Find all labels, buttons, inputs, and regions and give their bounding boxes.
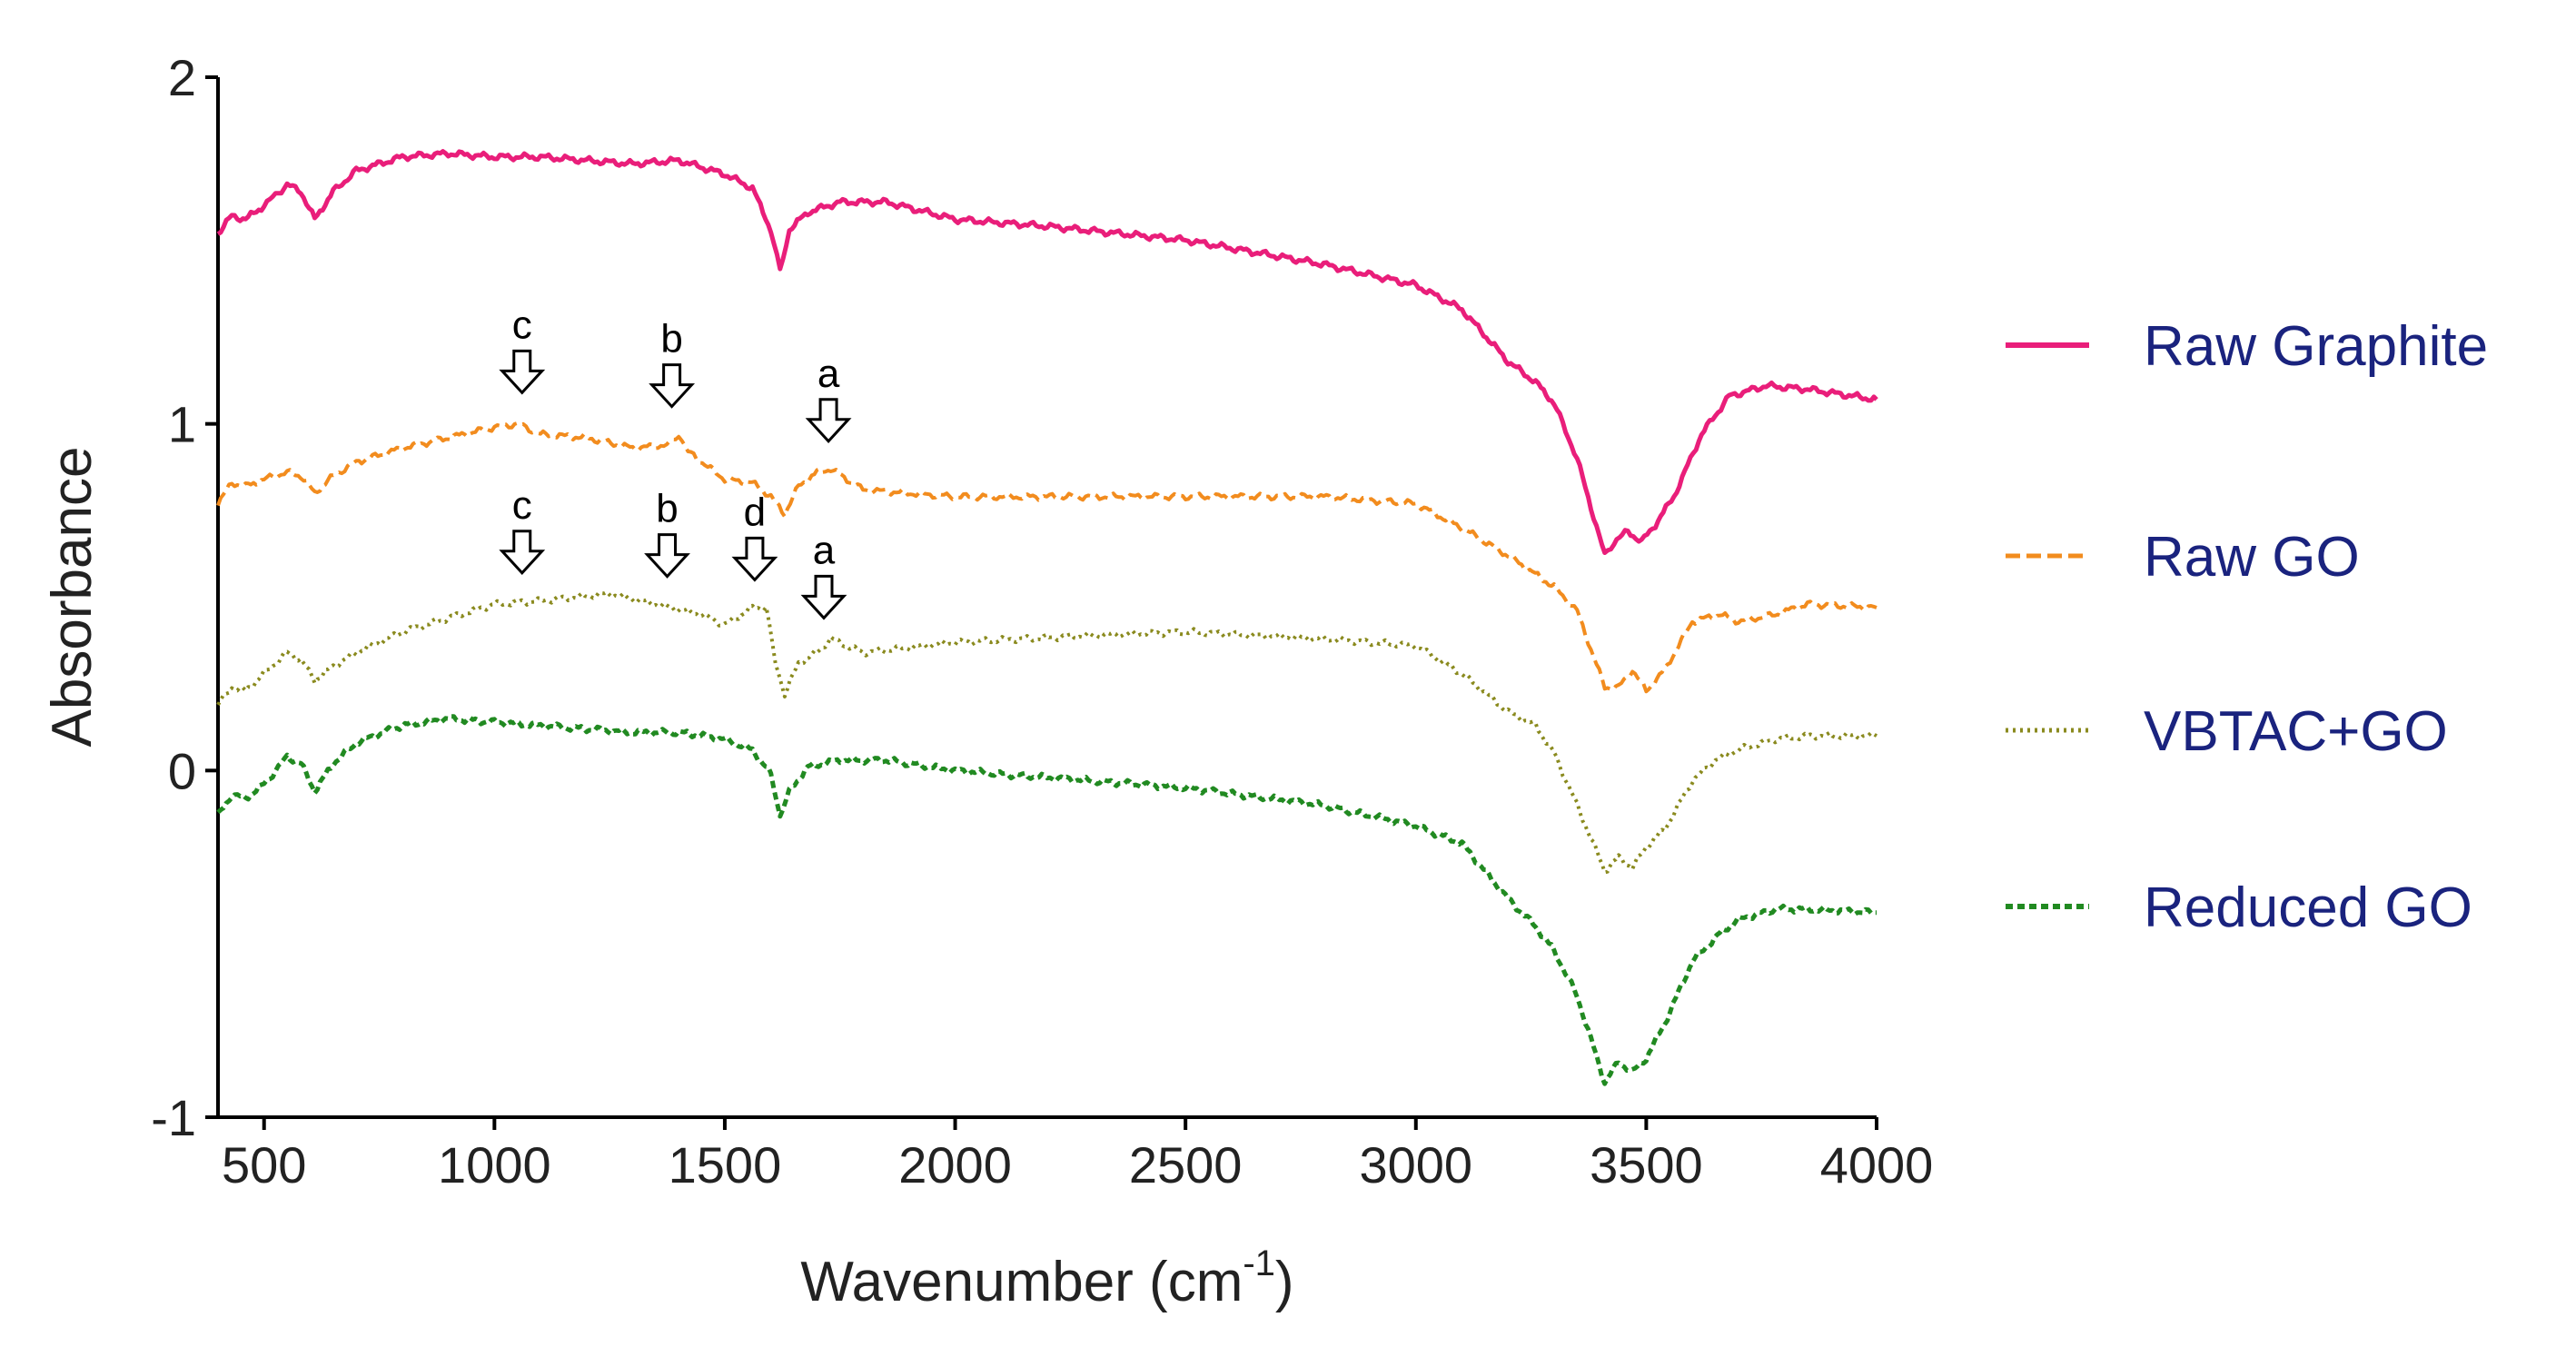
- x-tick-label: 1500: [669, 1136, 782, 1194]
- x-axis-title-suffix: ): [1275, 1251, 1294, 1313]
- x-tick-label: 4000: [1820, 1136, 1934, 1194]
- x-tick-label: 1000: [438, 1136, 551, 1194]
- annotation-arrow-icon: [731, 536, 778, 582]
- annotation-arrow-icon: [805, 398, 852, 443]
- annotation-label: b: [656, 487, 678, 531]
- y-tick-label: -1: [151, 1089, 196, 1146]
- ticks: 500 1000 1500 2000 2500 3000 3500 4000 -1 0 1 2: [151, 49, 1933, 1194]
- annotation-arrow-icon: [499, 349, 546, 395]
- annotation-label: c: [512, 302, 532, 347]
- y-axis-title: Absorbance: [41, 447, 104, 748]
- annotation-label: a: [817, 352, 840, 396]
- annotation-arrow-icon: [644, 533, 690, 579]
- annotation-arrow-icon: [800, 574, 847, 620]
- y-tick-label: 0: [168, 742, 196, 799]
- legend-label: Reduced GO: [2144, 877, 2472, 939]
- annotation-arrow-icon: [649, 363, 696, 409]
- annotation-label: d: [744, 490, 766, 534]
- x-axis-title-main: Wavenumber (cm: [800, 1251, 1243, 1313]
- x-tick-label: 3500: [1590, 1136, 1703, 1194]
- axes: [216, 77, 1877, 1119]
- series-line-vbtac-go: [216, 589, 1878, 875]
- legend-label: Raw GO: [2144, 526, 2360, 589]
- annotation-label: c: [512, 483, 532, 528]
- x-axis-title: Wavenumber (cm-1): [800, 1243, 1293, 1313]
- annotation-arrow-icon: [499, 530, 546, 576]
- legend-label: VBTAC+GO: [2144, 700, 2448, 763]
- series-line-raw-graphite: [216, 149, 1878, 555]
- annotations: c b a c b d a: [499, 302, 852, 620]
- x-tick-label: 3000: [1359, 1136, 1472, 1194]
- series-lines: [216, 149, 1878, 1086]
- x-tick-label: 2000: [898, 1136, 1012, 1194]
- series-line-raw-go: [216, 421, 1878, 694]
- y-tick-label: 2: [168, 49, 196, 106]
- y-tick-label: 1: [168, 396, 196, 453]
- legend: Raw Graphite Raw GO VBTAC+GO Reduced GO: [2006, 315, 2488, 939]
- series-line-reduced-go: [216, 714, 1877, 1086]
- legend-label: Raw Graphite: [2144, 315, 2488, 378]
- x-axis-title-sup: -1: [1243, 1243, 1275, 1283]
- annotation-label: a: [813, 528, 836, 572]
- x-tick-label: 500: [222, 1136, 306, 1194]
- annotation-label: b: [660, 317, 682, 362]
- x-tick-label: 2500: [1129, 1136, 1243, 1194]
